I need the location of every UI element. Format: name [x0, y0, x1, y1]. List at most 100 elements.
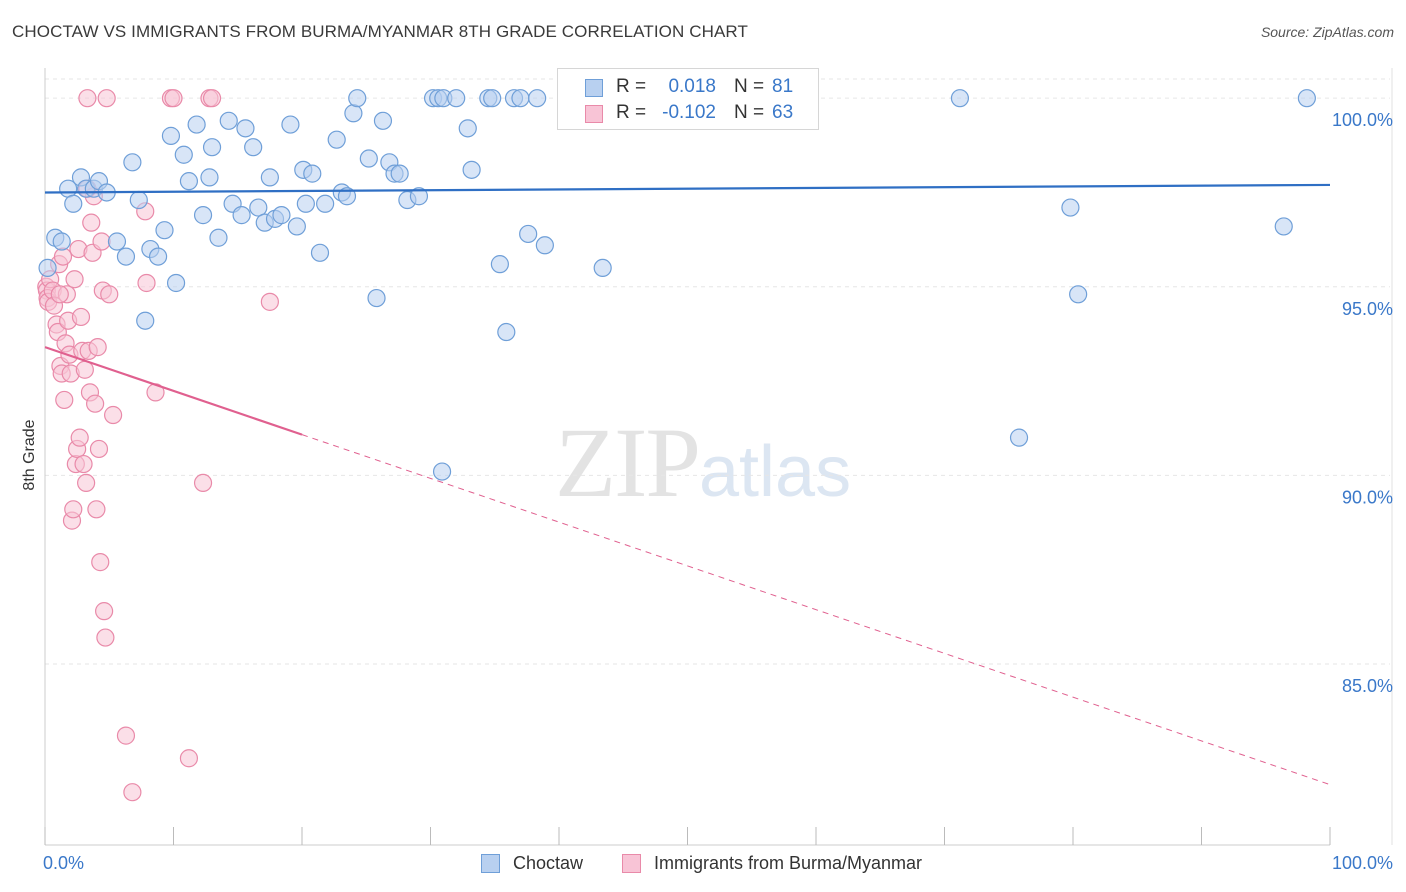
point-choctaw — [117, 248, 134, 265]
point-choctaw — [491, 256, 508, 273]
point-choctaw — [233, 207, 250, 224]
point-burma — [204, 90, 221, 107]
point-choctaw — [282, 116, 299, 133]
stats-row-choctaw: R = 0.018 N = 81 — [558, 75, 818, 101]
n-value: 81 — [772, 76, 793, 98]
point-burma — [261, 293, 278, 310]
point-burma — [83, 214, 100, 231]
point-burma — [90, 440, 107, 457]
point-choctaw — [180, 173, 197, 190]
point-burma — [56, 391, 73, 408]
point-choctaw — [297, 195, 314, 212]
point-burma — [180, 750, 197, 767]
point-burma — [97, 629, 114, 646]
point-choctaw — [124, 154, 141, 171]
point-choctaw — [204, 139, 221, 156]
point-choctaw — [162, 127, 179, 144]
point-choctaw — [1011, 429, 1028, 446]
stats-row-burma: R = -0.102 N = 63 — [558, 101, 818, 127]
point-burma — [165, 90, 182, 107]
point-choctaw — [261, 169, 278, 186]
point-choctaw — [594, 259, 611, 276]
point-burma — [65, 501, 82, 518]
point-choctaw — [108, 233, 125, 250]
stats-legend: R = 0.018 N = 81 R = -0.102 N = 63 — [557, 68, 819, 130]
point-burma — [98, 90, 115, 107]
legend-swatch-burma — [622, 854, 641, 873]
point-choctaw — [237, 120, 254, 137]
r-label: R = — [616, 76, 646, 98]
point-burma — [72, 308, 89, 325]
point-choctaw — [459, 120, 476, 137]
point-burma — [79, 90, 96, 107]
point-burma — [87, 395, 104, 412]
point-choctaw — [168, 274, 185, 291]
point-burma — [93, 233, 110, 250]
trend-line-burma-extrapolated — [302, 435, 1330, 785]
point-choctaw — [53, 233, 70, 250]
point-choctaw — [529, 90, 546, 107]
point-choctaw — [156, 222, 173, 239]
point-choctaw — [360, 150, 377, 167]
point-choctaw — [1062, 199, 1079, 216]
point-burma — [195, 474, 212, 491]
legend-swatch-choctaw — [481, 854, 500, 873]
swatch-choctaw — [585, 79, 603, 97]
point-choctaw — [1070, 286, 1087, 303]
point-choctaw — [150, 248, 167, 265]
point-burma — [88, 501, 105, 518]
point-choctaw — [220, 112, 237, 129]
point-choctaw — [1298, 90, 1315, 107]
point-burma — [124, 784, 141, 801]
point-choctaw — [484, 90, 501, 107]
y-tick-label: 90.0% — [1342, 487, 1393, 507]
r-value: -0.102 — [650, 102, 716, 124]
r-value: 0.018 — [650, 76, 716, 98]
trend-lines — [45, 185, 1330, 785]
trend-line-choctaw — [45, 185, 1330, 193]
point-choctaw — [1275, 218, 1292, 235]
point-choctaw — [304, 165, 321, 182]
y-tick-label: 100.0% — [1332, 110, 1393, 130]
point-choctaw — [512, 90, 529, 107]
point-choctaw — [374, 112, 391, 129]
point-choctaw — [288, 218, 305, 235]
legend-label-burma: Immigrants from Burma/Myanmar — [654, 853, 922, 874]
point-burma — [89, 339, 106, 356]
point-burma — [105, 407, 122, 424]
point-choctaw — [434, 463, 451, 480]
point-choctaw — [188, 116, 205, 133]
point-burma — [78, 474, 95, 491]
point-choctaw — [130, 192, 147, 209]
point-burma — [96, 603, 113, 620]
point-choctaw — [201, 169, 218, 186]
point-choctaw — [175, 146, 192, 163]
point-burma — [92, 554, 109, 571]
point-choctaw — [463, 161, 480, 178]
n-value: 63 — [772, 102, 793, 124]
axes — [45, 68, 1392, 845]
series-choctaw-points — [39, 90, 1315, 480]
point-choctaw — [391, 165, 408, 182]
point-burma — [51, 286, 68, 303]
point-choctaw — [317, 195, 334, 212]
point-choctaw — [520, 225, 537, 242]
legend-label-choctaw: Choctaw — [513, 853, 583, 874]
point-choctaw — [448, 90, 465, 107]
point-choctaw — [210, 229, 227, 246]
point-choctaw — [311, 244, 328, 261]
n-label: N = — [734, 102, 764, 124]
scatter-plot: 100.0%95.0%90.0%85.0%0.0% 100.0% — [0, 0, 1406, 892]
point-burma — [71, 429, 88, 446]
point-burma — [101, 286, 118, 303]
point-choctaw — [345, 105, 362, 122]
series-legend: Choctaw Immigrants from Burma/Myanmar — [0, 852, 1406, 876]
swatch-burma — [585, 105, 603, 123]
tick-labels: 100.0%95.0%90.0%85.0%0.0% 100.0% — [43, 110, 1393, 873]
point-choctaw — [951, 90, 968, 107]
point-choctaw — [39, 259, 56, 276]
grid-lines — [45, 79, 1390, 664]
point-choctaw — [368, 290, 385, 307]
point-choctaw — [65, 195, 82, 212]
point-choctaw — [349, 90, 366, 107]
